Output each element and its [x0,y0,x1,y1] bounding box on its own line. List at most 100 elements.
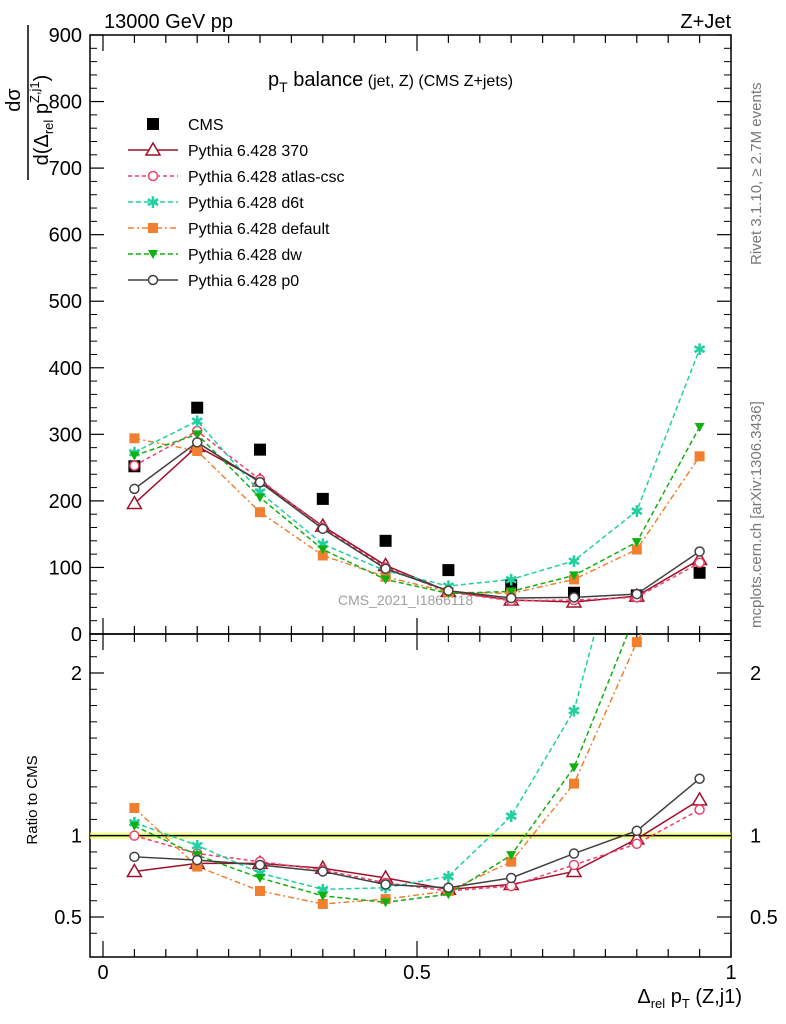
ratio-point-default [255,885,265,896]
y-tick-label-main: 800 [49,92,82,114]
series-line-default [134,437,701,595]
point-d6t: ✱ [504,572,517,589]
point-p0 [129,483,140,495]
plot-title-main: p [268,69,279,91]
legend-marker-cms [147,118,159,130]
y-tick-label-main: 700 [49,158,82,180]
ratio-point-atlas [129,830,140,841]
point-p0 [443,585,454,596]
ratio-point-atlas [568,859,580,871]
ratio-point-default [631,637,642,648]
legend-label: Pythia 6.428 p0 [188,273,299,290]
ratio-point-atlas [631,838,643,850]
point-atlas [694,557,705,569]
point-dw [129,451,140,461]
ratio-point-d6t: ✱ [442,869,455,886]
ratio-point-p370 [565,862,583,878]
point-d6t: ✱ [190,414,203,431]
y-tick-label-main: 0 [71,624,82,646]
y-tick-label-ratio: 0.5 [54,907,82,929]
y-tick-label-ratio-right: 1 [750,826,761,848]
ratio-point-default [506,856,517,867]
cms-data-point [379,534,392,547]
y-tick-label-main: 200 [49,491,82,513]
legend: CMS Pythia 6.428 370 Pythia 6.428 atlas-cs… [128,117,345,290]
cms-data-point [191,401,204,414]
plot-panels: 0 100 200 300 400 500 600 700 800 900 0.5 0.5 1 1 2 2 0 0… [49,25,778,984]
legend-label: Pythia 6.428 dw [188,247,302,264]
header-left: 13000 GeV pp [104,11,233,33]
ratio-point-default [317,898,328,909]
ratio-point-p370 [126,862,143,878]
rivet-version-text: Rivet 3.1.10, ≥ 2.7M events [748,83,765,266]
x-axis-label: Δrel pT (Z,j1) [637,986,742,1011]
ratio-line-p370 [134,799,700,891]
y-tick-label-ratio-right: 2 [750,663,761,685]
point-p0 [568,592,580,603]
cms-data-point [693,566,706,579]
ratio-point-d6t: ✱ [567,703,580,720]
plot-title-small: (jet, Z) (CMS Z+jets) [363,73,513,90]
legend-marker-atlas [147,170,159,182]
ratio-point-p0 [443,882,454,893]
watermark: CMS_2021_I1866118 [338,592,473,608]
ratio-point-p0 [505,872,517,884]
ratio-point-default [129,803,140,814]
point-p0 [254,477,266,488]
y-tick-label-main: 900 [49,25,82,47]
y-tick-label-main: 100 [49,557,82,579]
ratio-point-default [569,778,579,789]
point-p0 [317,523,329,535]
point-p370 [126,495,143,510]
point-default [631,544,642,555]
point-dw [317,545,328,555]
ratio-line-p0 [134,778,701,889]
point-default [129,433,140,444]
ratio-point-dw [129,821,140,831]
point-default [317,550,328,561]
point-default [694,451,705,462]
y-tick-label-main: 600 [49,225,82,247]
ratio-point-default [695,522,705,532]
y-tick-label-ratio-right: 0.5 [750,907,778,929]
main-series-group: ✱✱✱✱✱✱✱✱✱✱ [126,342,708,608]
y-axis-label-ratio: Ratio to CMS [24,755,41,844]
ratio-point-p0 [380,879,391,890]
ratio-point-dw [380,898,391,908]
mcplots-text: mcplots.cern.ch [arXiv:1306.3436] [748,401,765,628]
point-p0 [191,437,203,448]
ratio-point-p0 [631,825,643,837]
y-axis-label-num: dσ [3,88,25,112]
ratio-series-group: ✱ ✱ ✱ ✱ ✱ ✱ ✱ ✱ ✱ ✱ [126,243,708,909]
point-dw [694,423,705,433]
point-p0 [694,546,705,557]
series-line-d6t [134,348,701,587]
y-tick-label-ratio: 2 [71,663,82,685]
legend-marker-default [148,223,158,233]
ratio-point-p0 [254,859,266,871]
main-panel-frame [89,34,732,635]
legend-label: Pythia 6.428 atlas-csc [188,169,345,186]
plot-title: pT balance (jet, Z) (CMS Z+jets) [268,69,513,95]
ratio-point-dw [569,763,579,773]
ratio-point-d6t: ✱ [693,243,706,260]
legend-marker-p0 [147,274,159,286]
y-axis-label-den: d(Δrel pZ,j1) [27,75,56,166]
legend-label: Pythia 6.428 d6t [188,195,304,212]
point-d6t: ✱ [567,554,580,571]
point-d6t: ✱ [630,504,643,521]
ratio-line-default [133,634,643,905]
ratio-line-atlas [134,808,700,892]
ratio-panel-frame [89,633,732,958]
cms-data-point [442,564,455,577]
y-tick-label-main: 500 [49,291,82,313]
ratio-point-d6t: ✱ [504,809,517,826]
point-p0 [631,588,643,600]
point-d6t: ✱ [693,342,706,359]
ratio-line-d6t [134,634,596,891]
x-tick-label: 0 [97,962,108,984]
point-default [192,445,203,456]
ratio-point-p0 [191,854,203,866]
point-dw [506,587,517,597]
